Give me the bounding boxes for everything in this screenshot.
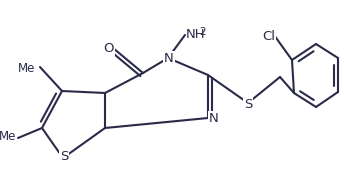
Text: Me: Me (0, 131, 16, 144)
Text: N: N (164, 52, 174, 65)
Text: S: S (244, 97, 252, 110)
Text: 2: 2 (199, 27, 206, 37)
Text: N: N (209, 111, 219, 124)
Text: Me: Me (18, 62, 35, 75)
Text: NH: NH (186, 28, 206, 41)
Text: O: O (104, 42, 114, 55)
Text: S: S (60, 150, 68, 163)
Text: Cl: Cl (262, 30, 276, 42)
